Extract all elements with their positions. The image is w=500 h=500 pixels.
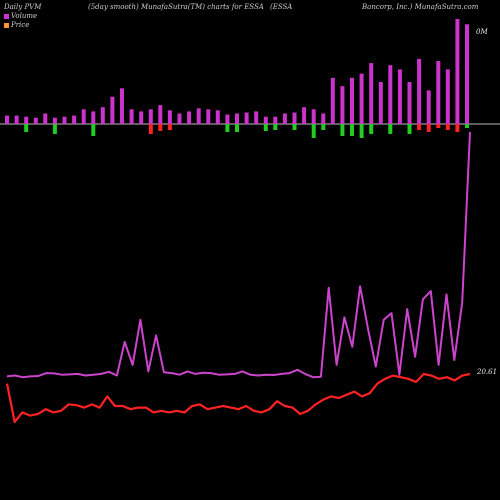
volume-up-bar (14, 115, 19, 124)
volume-up-bar (417, 58, 422, 124)
volume-down-bar (148, 124, 153, 134)
legend-volume: Volume (4, 12, 37, 20)
volume-up-bar (292, 112, 297, 125)
volume-up-bar (340, 86, 345, 124)
volume-down-bar (91, 124, 96, 136)
volume-down-bar (359, 124, 364, 138)
volume-down-bar (225, 124, 230, 132)
header-right-ticker: (ESSA (270, 3, 293, 11)
volume-up-bar (436, 61, 441, 124)
volume-down-bars (24, 124, 469, 138)
volume-up-bar (91, 111, 96, 124)
volume-down-bar (292, 124, 297, 130)
volume-up-bar (350, 77, 354, 124)
legend-volume-swatch (4, 13, 9, 19)
volume-down-bar (350, 124, 354, 136)
volume-up-bar (110, 96, 115, 124)
volume-up-bar (359, 73, 364, 124)
volume-down-bar (235, 124, 239, 132)
volume-up-bar (455, 19, 460, 124)
last-price-label: 20.61 (477, 368, 498, 376)
volume-up-bar (244, 112, 249, 125)
volume-up-bars (5, 19, 469, 125)
volume-down-bar (273, 124, 278, 130)
volume-up-bar (158, 105, 163, 124)
volume-down-bar (465, 124, 469, 128)
volume-up-bar (330, 77, 335, 124)
volume-axis-label: 0M (476, 28, 488, 36)
header-left-title: Daily PVM (4, 3, 42, 11)
volume-down-bar (167, 124, 172, 130)
volume-up-bar (100, 107, 105, 124)
volume-up-bar (321, 113, 326, 124)
volume-up-bar (407, 82, 412, 124)
volume-down-bar (388, 124, 393, 134)
volume-up-bar (187, 111, 192, 124)
volume-up-bar (465, 24, 469, 125)
legend-price: Price (4, 21, 29, 29)
volume-up-bar (378, 82, 383, 124)
volume-up-bar (282, 113, 287, 124)
volume-up-bar (445, 69, 450, 124)
volume-up-bar (215, 110, 220, 124)
volume-up-bar (72, 115, 77, 124)
volume-up-bar (120, 88, 124, 124)
volume-down-bar (321, 124, 326, 130)
volume-up-bar (273, 116, 278, 125)
volume-up-bar (139, 111, 144, 124)
header-middle-title: (5day smooth) MunafaSutra(TM) charts for… (88, 3, 264, 11)
volume-up-bar (426, 90, 431, 124)
volume-down-bar (436, 124, 441, 128)
volume-up-bar (235, 113, 239, 124)
volume-up-bar (311, 109, 316, 124)
volume-down-bar (455, 124, 460, 132)
volume-up-bar (254, 111, 259, 124)
volume-up-bar (177, 113, 182, 124)
legend-volume-label: Volume (11, 12, 38, 20)
volume-up-bar (24, 116, 29, 125)
pvm-line-series (6, 131, 471, 379)
volume-down-bar (340, 124, 345, 136)
volume-down-bar (426, 124, 431, 132)
volume-up-bar (52, 117, 57, 124)
volume-down-bar (417, 124, 422, 130)
volume-up-bar (206, 109, 211, 124)
volume-up-bar (5, 115, 9, 124)
volume-up-bar (388, 65, 393, 124)
volume-up-bar (33, 117, 38, 124)
volume-down-bar (311, 124, 316, 138)
volume-down-bar (24, 124, 29, 132)
volume-up-bar (43, 113, 48, 124)
volume-up-bar (196, 108, 201, 125)
volume-down-bar (407, 124, 412, 134)
volume-down-bar (263, 124, 268, 131)
volume-up-bar (81, 109, 86, 124)
volume-up-bar (397, 69, 402, 124)
volume-up-bar (225, 114, 230, 124)
header-right-company: Bancorp, Inc.) MunafaSutra.com (362, 3, 479, 11)
volume-up-bar (62, 116, 67, 125)
price-line-series (5, 372, 471, 424)
legend-price-label: Price (11, 21, 30, 29)
volume-up-bar (263, 116, 268, 125)
volume-up-bar (369, 63, 374, 124)
volume-down-bar (158, 124, 163, 131)
volume-up-bar (148, 109, 153, 124)
volume-down-bar (369, 124, 374, 134)
volume-up-bar (129, 109, 134, 124)
volume-up-bar (302, 107, 307, 124)
volume-down-bar (52, 124, 57, 134)
volume-up-bar (167, 110, 172, 124)
volume-down-bar (445, 124, 450, 130)
legend-price-swatch (4, 22, 9, 28)
